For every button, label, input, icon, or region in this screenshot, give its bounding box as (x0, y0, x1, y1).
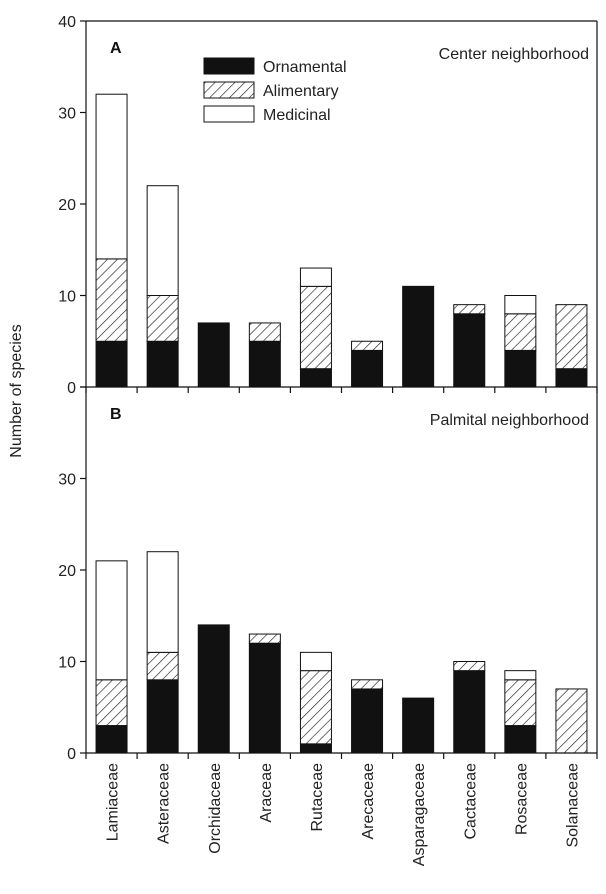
bar-a-araceae-alimentary (248, 322, 281, 342)
bar-b-lamiaceae-ornamental (95, 725, 128, 754)
plot-layer: 0 10 20 30 40 A Center neighborhood 0 10 20 30 B Pal… (58, 14, 598, 866)
bar-a-araceae-ornamental (248, 340, 281, 388)
bar-a-lamiaceae-ornamental (95, 340, 128, 388)
legend-label-alimentary: Alimentary (263, 83, 339, 100)
bar-a-cactaceae-ornamental (453, 313, 486, 388)
panel-title-a: Center neighborhood (439, 46, 589, 63)
legend: Ornamental Alimentary Medicinal (203, 57, 347, 124)
bar-a-asteraceae-alimentary (146, 295, 179, 342)
panel-letter-a: A (110, 40, 122, 57)
x-category-label-arecaceae: Arecaceae (360, 763, 377, 840)
panel-b: 0 10 20 30 B Palmital neighborhood (58, 386, 598, 763)
bar-a-orchidaceae-ornamental (197, 322, 230, 388)
bar-b-rosaceae-medicinal (504, 670, 537, 681)
bar-b-solanaceae-alimentary (555, 688, 588, 754)
panel-title-b: Palmital neighborhood (430, 412, 589, 429)
bar-a-rosaceae-medicinal (504, 295, 537, 315)
legend-swatch-ornamental (203, 57, 255, 75)
y-tick-label-b-30: 30 (58, 472, 76, 489)
y-tick-label-a-20: 20 (58, 197, 76, 214)
x-category-label-solanaceae: Solanaceae (564, 763, 581, 848)
x-category-label-rosaceae: Rosaceae (513, 763, 530, 835)
y-tick-label-b-10: 10 (58, 655, 76, 672)
bar-a-rosaceae-alimentary (504, 313, 537, 351)
x-category-label-orchidaceae: Orchidaceae (207, 763, 224, 854)
x-category-label-rutaceae: Rutaceae (309, 763, 326, 832)
bar-b-araceae-alimentary (248, 633, 281, 644)
y-tick-label-b-0: 0 (67, 746, 76, 763)
bar-a-arecaceae-ornamental (351, 349, 384, 388)
y-axis-label: Number of species (8, 324, 25, 457)
bar-b-lamiaceae-medicinal (95, 560, 128, 681)
bar-b-arecaceae-alimentary (351, 679, 384, 690)
bar-b-rutaceae-medicinal (299, 651, 332, 672)
bar-a-cactaceae-alimentary (453, 304, 486, 315)
bar-b-rosaceae-ornamental (504, 725, 537, 754)
bar-a-lamiaceae-alimentary (95, 258, 128, 342)
bar-b-orchidaceae-ornamental (197, 624, 230, 754)
bar-b-arecaceae-ornamental (351, 688, 384, 754)
bar-b-cactaceae-alimentary (453, 661, 486, 672)
bar-a-rutaceae-alimentary (299, 285, 332, 370)
x-category-label-lamiaceae: Lamiaceae (105, 763, 122, 841)
bar-b-rosaceae-alimentary (504, 679, 537, 727)
y-tick-label-a-10: 10 (58, 289, 76, 306)
x-category-label-asteraceae: Asteraceae (156, 763, 173, 844)
bar-b-asteraceae-medicinal (146, 551, 179, 653)
bar-a-asparagaceae-ornamental (402, 285, 435, 388)
legend-swatch-medicinal (203, 105, 255, 123)
x-category-label-asparagaceae: Asparagaceae (411, 763, 428, 866)
bar-b-rutaceae-alimentary (299, 670, 332, 745)
x-category-label-araceae: Araceae (258, 763, 275, 823)
bar-b-asparagaceae-ornamental (402, 697, 435, 754)
bar-a-rosaceae-ornamental (504, 349, 537, 388)
bar-a-lamiaceae-medicinal (95, 93, 128, 260)
bar-a-solanaceae-ornamental (555, 368, 588, 388)
panel-letter-b: B (110, 406, 122, 423)
bar-a-asteraceae-ornamental (146, 340, 179, 388)
y-tick-label-b-20: 20 (58, 563, 76, 580)
legend-label-medicinal: Medicinal (263, 107, 331, 124)
bar-b-rutaceae-ornamental (299, 743, 332, 754)
bar-b-araceae-ornamental (248, 642, 281, 754)
bar-a-solanaceae-alimentary (555, 304, 588, 370)
y-tick-label-a-0: 0 (67, 380, 76, 397)
bar-b-cactaceae-ornamental (453, 670, 486, 754)
panel-a: 0 10 20 30 40 A Center neighborhood (58, 14, 598, 397)
bar-b-asteraceae-ornamental (146, 679, 179, 754)
bar-a-arecaceae-alimentary (351, 340, 384, 351)
bar-b-asteraceae-alimentary (146, 651, 179, 681)
y-tick-label-a-40: 40 (58, 14, 76, 31)
bar-a-rutaceae-medicinal (299, 267, 332, 287)
bar-b-lamiaceae-alimentary (95, 679, 128, 727)
y-tick-label-a-30: 30 (58, 106, 76, 123)
bar-a-rutaceae-ornamental (299, 368, 332, 388)
x-category-label-cactaceae: Cactaceae (462, 763, 479, 840)
legend-swatch-alimentary (203, 81, 255, 99)
bar-a-asteraceae-medicinal (146, 185, 179, 296)
legend-label-ornamental: Ornamental (263, 59, 347, 76)
